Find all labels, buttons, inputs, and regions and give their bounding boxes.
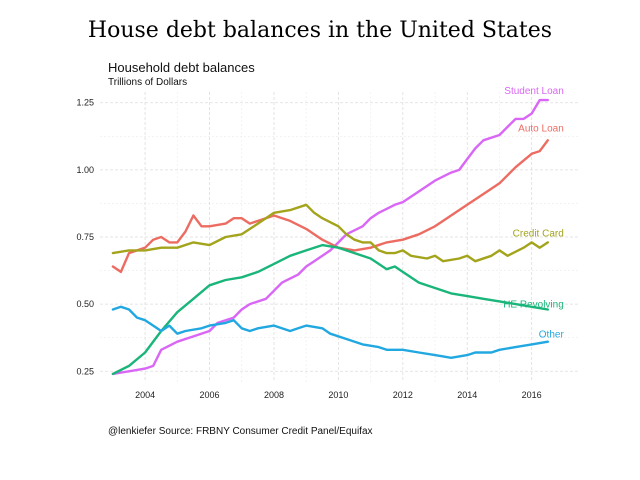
chart-caption: @lenkiefer Source: FRBNY Consumer Credit… <box>108 426 373 437</box>
series-label-credit-card: Credit Card <box>513 228 564 239</box>
series-label-student-loan: Student Loan <box>504 86 564 97</box>
series-line-auto-loan <box>111 139 549 274</box>
chart-title: Household debt balances <box>108 60 255 75</box>
x-tick-label: 2010 <box>328 390 348 400</box>
y-axis-ticks: 0.25 0.50 0.75 1.00 1.25 <box>76 98 94 377</box>
series-labels: Student Loan Auto Loan Credit Card HE Revol… <box>503 86 564 341</box>
x-tick-label: 2016 <box>522 390 542 400</box>
x-tick-label: 2014 <box>457 390 477 400</box>
x-axis-ticks: 2004 2006 2008 2010 2012 2014 2016 <box>135 390 542 400</box>
series-label-he-revolving: HE Revolving <box>503 300 564 311</box>
series-lines <box>111 98 549 376</box>
y-tick-label: 0.75 <box>76 232 94 242</box>
y-tick-label: 0.50 <box>76 299 94 309</box>
series-label-auto-loan: Auto Loan <box>518 123 564 134</box>
y-tick-label: 0.25 <box>76 366 94 376</box>
series-line-other <box>111 305 549 359</box>
chart-subtitle: Trillions of Dollars <box>108 77 187 88</box>
grid <box>100 92 580 382</box>
series-line-he-revolving <box>111 243 549 376</box>
series-line-credit-card <box>111 203 549 263</box>
x-tick-label: 2012 <box>393 390 413 400</box>
x-tick-label: 2006 <box>200 390 220 400</box>
y-tick-label: 1.25 <box>76 98 94 108</box>
page-title: House debt balances in the United States <box>87 18 553 43</box>
x-tick-label: 2008 <box>264 390 284 400</box>
y-tick-label: 1.00 <box>76 165 94 175</box>
x-tick-label: 2004 <box>135 390 155 400</box>
series-label-other: Other <box>539 330 565 341</box>
